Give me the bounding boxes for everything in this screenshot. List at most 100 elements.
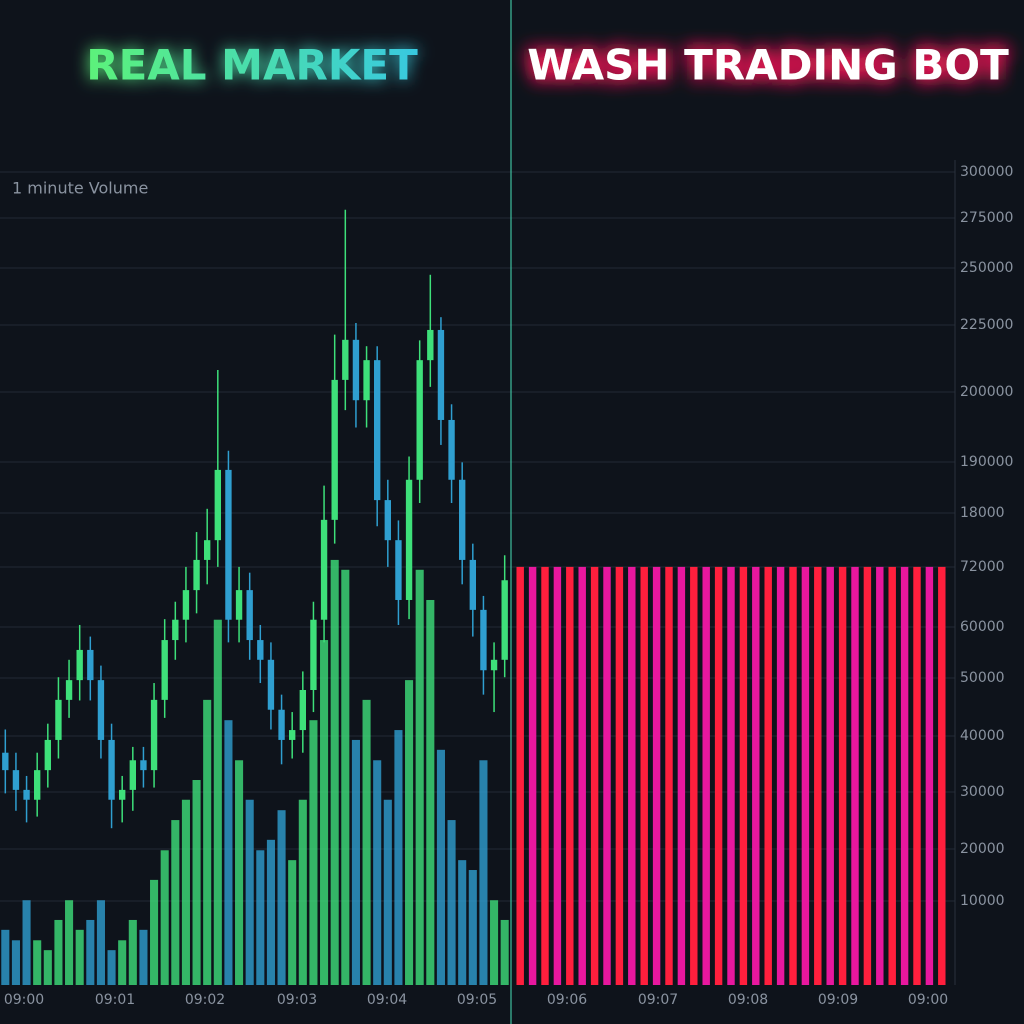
wash-bar xyxy=(938,566,946,985)
y-axis-label: 40000 xyxy=(960,728,1005,744)
wash-bar xyxy=(578,566,586,985)
plot-area: 300000 275000 250000 225000 200000 190000 1800… xyxy=(1,164,1013,1008)
wash-bar xyxy=(801,566,810,985)
candle-body xyxy=(23,789,30,800)
volume-label: 1 minute Volume xyxy=(12,179,148,198)
y-axis-label: 30000 xyxy=(960,784,1005,800)
candle-body xyxy=(55,699,62,740)
candle-body xyxy=(363,360,370,401)
candle-body xyxy=(2,752,9,771)
candle-body xyxy=(140,760,147,771)
volume-bar xyxy=(298,799,307,985)
x-axis-label: 09:06 xyxy=(547,992,587,1008)
candle-body xyxy=(427,329,434,361)
candle-body xyxy=(278,709,285,740)
candle-body xyxy=(257,640,264,660)
volume-bar xyxy=(351,739,360,985)
x-axis-label: 09:09 xyxy=(818,992,858,1008)
candle-body xyxy=(384,500,391,541)
volume-bar xyxy=(192,780,201,985)
candle-body xyxy=(310,619,317,690)
wash-bar xyxy=(714,566,723,985)
wash-bar xyxy=(888,566,896,985)
wash-bar xyxy=(615,566,624,985)
y-axis-label: 60000 xyxy=(960,619,1005,635)
x-axis-label: 09:02 xyxy=(185,992,225,1008)
y-axis-label: 18000 xyxy=(960,505,1005,521)
volume-bar xyxy=(245,799,254,985)
y-axis-label: 72000 xyxy=(960,559,1005,575)
volume-bar xyxy=(394,730,403,985)
y-axis-label: 300000 xyxy=(960,164,1013,180)
wash-bar xyxy=(590,566,599,985)
volume-bar xyxy=(160,850,169,985)
candle-body xyxy=(299,689,306,731)
wash-bar xyxy=(851,566,859,985)
volume-bar xyxy=(33,940,42,985)
volume-bar xyxy=(86,919,95,985)
volume-bar xyxy=(490,900,499,985)
candle-body xyxy=(225,469,232,620)
volume-bar xyxy=(288,860,297,985)
candle-body xyxy=(108,739,115,800)
volume-bar xyxy=(266,839,275,985)
y-axis-label: 20000 xyxy=(960,841,1005,857)
candle-body xyxy=(448,419,455,480)
volume-bar xyxy=(415,569,424,985)
volume-bar xyxy=(277,810,286,985)
candle-body xyxy=(416,360,423,480)
candle-body xyxy=(119,789,126,800)
volume-bar xyxy=(320,640,329,985)
volume-bar xyxy=(11,940,20,985)
volume-bar xyxy=(458,860,467,985)
wash-bar xyxy=(900,566,909,985)
wash-bar xyxy=(876,566,884,985)
candle-body xyxy=(469,559,476,610)
candle-body xyxy=(76,649,83,681)
wash-bar xyxy=(727,566,735,985)
volume-bar xyxy=(500,919,509,985)
wash-bar xyxy=(702,566,710,985)
candle-body xyxy=(87,649,94,681)
candle-body xyxy=(395,540,402,600)
candle-body xyxy=(150,699,158,771)
wash-bar xyxy=(925,566,934,985)
volume-bar xyxy=(75,929,84,985)
candle-body xyxy=(437,329,445,420)
x-axis-label: 09:00 xyxy=(908,992,948,1008)
wash-bar xyxy=(838,566,847,985)
x-axis-label: 09:00 xyxy=(4,992,44,1008)
volume-bar xyxy=(1,929,10,985)
volume-bar xyxy=(330,559,339,985)
wash-bar xyxy=(752,566,760,985)
candle-body xyxy=(44,739,51,771)
volume-bar xyxy=(383,799,392,985)
candle-body xyxy=(480,609,487,671)
volume-bar xyxy=(22,900,31,985)
x-axis-label: 09:08 xyxy=(728,992,768,1008)
candle-body xyxy=(490,659,498,671)
candle-body xyxy=(172,619,179,641)
candle-body xyxy=(129,760,136,790)
wash-bar xyxy=(677,566,686,985)
volume-bar xyxy=(447,820,456,985)
volume-bar xyxy=(405,680,414,985)
wash-bar xyxy=(528,566,537,985)
volume-bar xyxy=(341,569,350,985)
volume-bar xyxy=(171,820,180,985)
volume-bar xyxy=(479,760,488,985)
x-axis-label: 09:03 xyxy=(277,992,317,1008)
wash-bar xyxy=(665,566,673,985)
candle-body xyxy=(214,469,221,541)
candle-body xyxy=(97,680,105,740)
volume-bar xyxy=(436,749,445,985)
candle-body xyxy=(182,590,190,620)
wash-bar xyxy=(814,566,822,985)
volume-bar xyxy=(362,699,371,985)
candle-body xyxy=(459,479,466,560)
wash-bar xyxy=(603,566,611,985)
x-axis-label: 09:07 xyxy=(638,992,678,1008)
volume-bar xyxy=(213,619,222,985)
candle-body xyxy=(246,590,253,641)
